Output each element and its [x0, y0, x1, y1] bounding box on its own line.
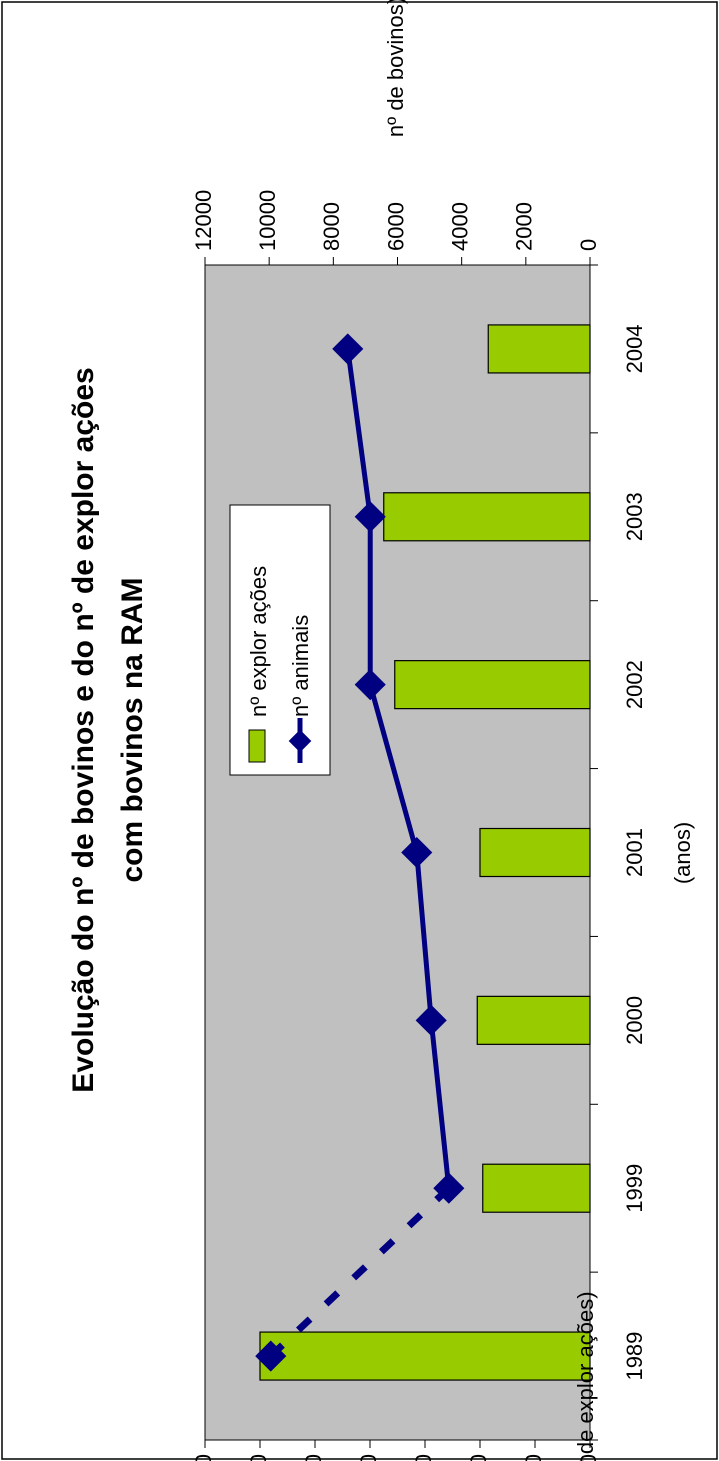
- left-tick-label-4000: 4000: [356, 1454, 381, 1461]
- right-tick-label-4000: 4000: [447, 202, 472, 251]
- marker-2003: [354, 501, 386, 533]
- left-tick-label-2000: 2000: [466, 1454, 491, 1461]
- x-tick-label-2000: 2000: [622, 996, 647, 1045]
- marker-2004: [332, 333, 364, 365]
- legend-label-bar: nº explor ações: [246, 566, 271, 717]
- marker-1999: [433, 1172, 465, 1204]
- x-tick-label-1989: 1989: [622, 1332, 647, 1381]
- left-axis-title: nº de explor ações): [573, 1291, 598, 1461]
- legend-box: [229, 504, 331, 776]
- bar-2001: [479, 827, 591, 878]
- chart-title-line2: com bovinos na RAM: [116, 577, 149, 882]
- marker-2000: [415, 1004, 447, 1036]
- x-tick-label-2004: 2004: [622, 324, 647, 373]
- legend-swatch-bar: [248, 729, 266, 763]
- marker-2002: [354, 669, 386, 701]
- x-tick-label-1999: 1999: [622, 1164, 647, 1213]
- legend: nº explor ações nº animais: [229, 504, 331, 776]
- left-tick-label-5000: 5000: [301, 1454, 326, 1461]
- bar-1999: [482, 1163, 591, 1213]
- right-tick-label-0: 0: [576, 239, 601, 251]
- right-tick-label-2000: 2000: [512, 202, 537, 251]
- legend-swatch-marker: [288, 729, 312, 753]
- left-value-axis: 0 1000 2000 3000 4000 5000 6000 7000: [191, 1439, 601, 1461]
- left-tick-label-6000: 6000: [246, 1454, 271, 1461]
- x-axis-title: (anos): [670, 822, 695, 884]
- line-segment-solid: [345, 348, 452, 1189]
- bar-2002: [394, 660, 591, 710]
- x-axis: 1989 1999 2000 2001 2002 2003 2004: [589, 264, 647, 1441]
- bar-1989: [259, 1331, 591, 1381]
- line-segment-dashed: [268, 1185, 452, 1359]
- bar-series: [259, 324, 591, 1381]
- right-tick-label-10000: 10000: [255, 190, 280, 251]
- bar-2003: [383, 492, 591, 542]
- x-tick-label-2002: 2002: [622, 660, 647, 709]
- chart-title-line1: Evolução do nº de bovinos e do nº de exp…: [67, 367, 100, 1092]
- left-tick-label-7000: 7000: [191, 1454, 216, 1461]
- marker-2001: [401, 836, 433, 869]
- marker-1989: [255, 1340, 287, 1372]
- right-tick-label-8000: 8000: [319, 202, 344, 251]
- x-tick-label-2001: 2001: [622, 828, 647, 877]
- left-tick-label-1000: 1000: [521, 1454, 546, 1461]
- line-series: [255, 333, 465, 1372]
- bar-2000: [476, 995, 591, 1045]
- right-tick-label-6000: 6000: [383, 202, 408, 251]
- right-value-axis: 0 2000 4000 6000 8000 10000 12000: [191, 190, 601, 266]
- right-axis-title: nº de bovinos): [383, 0, 408, 137]
- legend-label-line: nº animais: [288, 615, 313, 717]
- x-tick-label-2003: 2003: [622, 492, 647, 541]
- right-tick-label-12000: 12000: [191, 190, 216, 251]
- left-tick-label-0: 0: [576, 1454, 601, 1461]
- bar-2004: [487, 324, 591, 374]
- left-tick-label-3000: 3000: [411, 1454, 436, 1461]
